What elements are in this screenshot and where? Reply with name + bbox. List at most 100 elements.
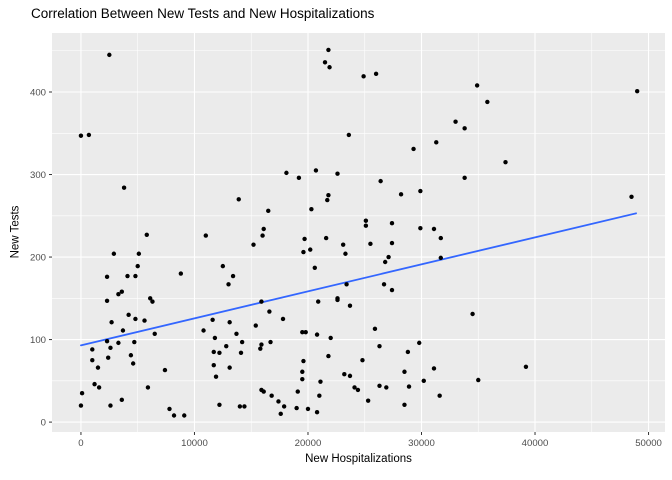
data-point <box>476 377 481 383</box>
data-point <box>213 374 219 379</box>
data-point <box>344 282 349 287</box>
data-point <box>335 297 340 303</box>
data-point <box>335 171 340 176</box>
data-point <box>278 411 283 417</box>
data-point <box>302 236 307 242</box>
data-point <box>224 343 229 349</box>
data-point <box>242 404 247 409</box>
data-point <box>210 317 215 322</box>
data-point <box>326 47 331 53</box>
data-point <box>295 389 300 394</box>
data-point <box>132 339 137 345</box>
data-point <box>266 208 271 214</box>
data-point <box>363 223 369 228</box>
data-point <box>300 329 305 335</box>
data-point <box>211 349 216 355</box>
data-point <box>355 387 361 393</box>
data-point <box>237 404 243 409</box>
data-point <box>305 406 311 412</box>
data-point <box>352 385 357 390</box>
data-point <box>145 385 151 390</box>
data-point <box>470 311 475 317</box>
data-point <box>382 259 388 265</box>
data-point <box>92 381 97 387</box>
data-point <box>325 197 330 203</box>
data-point <box>212 335 218 341</box>
data-point <box>300 369 305 374</box>
data-point <box>438 235 444 241</box>
data-point <box>86 132 92 138</box>
data-point <box>462 126 467 131</box>
data-point <box>309 206 314 212</box>
data-point <box>217 402 222 407</box>
data-point <box>90 358 95 363</box>
data-point <box>133 316 138 322</box>
data-point <box>316 299 321 304</box>
data-point <box>78 403 84 408</box>
data-point <box>343 251 348 256</box>
data-point <box>360 358 365 363</box>
plot-title: Correlation Between New Tests and New Ho… <box>31 6 375 21</box>
data-point <box>267 309 272 314</box>
data-point <box>251 242 256 247</box>
x-tick-label: 20000 <box>295 438 322 449</box>
data-point <box>346 132 352 138</box>
trend-line <box>80 212 637 347</box>
data-point <box>105 355 111 360</box>
data-point <box>258 346 263 351</box>
y-tick-label: 0 <box>41 417 46 428</box>
x-tick-label: 40000 <box>522 438 549 449</box>
data-point <box>381 282 387 287</box>
data-point <box>326 192 331 198</box>
data-point <box>78 133 84 138</box>
data-point <box>108 403 113 408</box>
data-point <box>109 320 114 325</box>
data-point <box>261 226 266 232</box>
data-point <box>629 194 634 200</box>
data-point <box>328 335 333 341</box>
data-point <box>130 361 136 366</box>
data-point <box>227 320 232 325</box>
data-point <box>347 303 353 308</box>
data-point <box>462 175 467 181</box>
data-point <box>107 52 112 58</box>
x-axis-title: New Hospitalizations <box>305 453 412 465</box>
data-point <box>280 316 286 322</box>
data-point <box>378 178 383 184</box>
data-point <box>276 399 281 404</box>
data-point <box>406 384 412 389</box>
data-point <box>389 221 395 226</box>
data-point <box>147 296 153 301</box>
data-point <box>95 365 101 370</box>
data-point <box>431 226 437 232</box>
data-point <box>438 255 444 261</box>
y-axis-title: New Tests <box>9 205 22 259</box>
data-point <box>116 340 121 346</box>
data-point <box>453 119 458 124</box>
data-point <box>136 251 142 256</box>
data-point <box>317 393 322 398</box>
data-point <box>314 332 320 337</box>
x-tick-label: 10000 <box>181 438 208 449</box>
data-point <box>418 188 423 194</box>
data-point <box>203 233 209 238</box>
data-point <box>318 379 323 384</box>
data-point <box>389 240 395 246</box>
data-point <box>340 242 346 247</box>
data-point <box>365 398 371 403</box>
data-point <box>79 391 85 396</box>
data-point <box>116 291 121 297</box>
data-point <box>431 366 437 371</box>
data-point <box>296 175 302 181</box>
data-point <box>96 385 102 390</box>
data-point <box>312 265 317 270</box>
data-point <box>178 271 184 276</box>
data-point <box>125 273 130 279</box>
data-point <box>182 413 187 418</box>
data-point <box>347 373 353 379</box>
data-point <box>230 273 236 279</box>
data-point <box>269 393 274 398</box>
plot-panel <box>52 33 665 432</box>
data-point <box>363 218 369 223</box>
